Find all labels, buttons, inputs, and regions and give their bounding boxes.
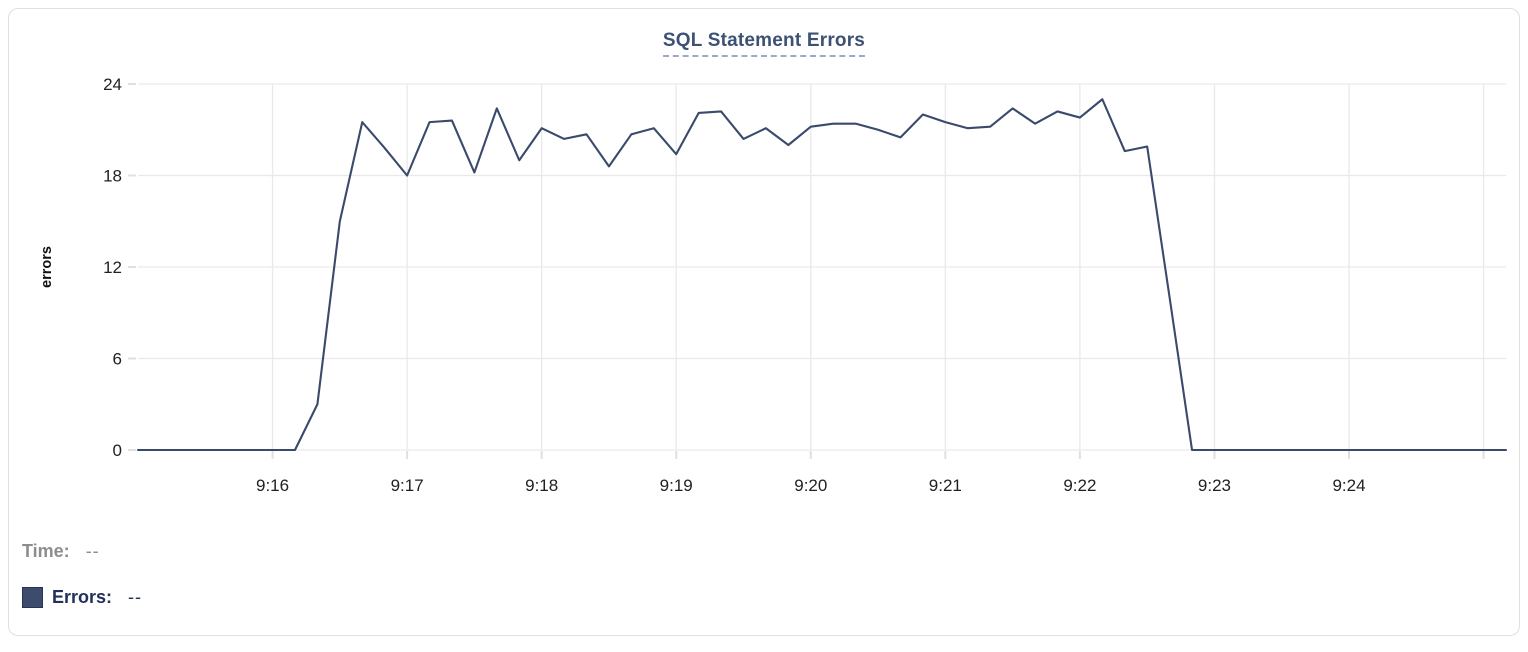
chart-card xyxy=(8,8,1520,636)
legend-time-row: Time: -- xyxy=(22,538,142,564)
y-tick-label: 24 xyxy=(103,75,122,94)
x-tick-label: 9:17 xyxy=(391,476,424,495)
chart-title[interactable]: SQL Statement Errors xyxy=(662,30,866,57)
y-tick-label: 0 xyxy=(113,441,122,460)
x-tick-label: 9:24 xyxy=(1332,476,1365,495)
x-tick-label: 9:19 xyxy=(660,476,693,495)
x-tick-label: 9:22 xyxy=(1063,476,1096,495)
y-axis-label: errors xyxy=(39,246,55,288)
chart-header: SQL Statement Errors xyxy=(0,30,1528,57)
errors-series-swatch-icon xyxy=(22,586,43,608)
x-tick-label: 9:18 xyxy=(525,476,558,495)
legend-errors-value: -- xyxy=(128,586,143,607)
legend-time-value: -- xyxy=(85,540,100,561)
x-tick-label: 9:16 xyxy=(256,476,289,495)
legend-time-label: Time: xyxy=(22,540,70,561)
errors-series-line xyxy=(136,98,1508,452)
chart-legend: Time: -- Errors: -- xyxy=(22,538,142,610)
y-tick-label: 18 xyxy=(103,167,122,186)
legend-errors-label: Errors: xyxy=(52,586,113,607)
x-tick-label: 9:20 xyxy=(794,476,827,495)
y-tick-label: 6 xyxy=(113,350,122,369)
x-tick-label: 9:21 xyxy=(929,476,962,495)
x-tick-label: 9:23 xyxy=(1198,476,1231,495)
y-tick-label: 12 xyxy=(103,258,122,277)
legend-errors-row[interactable]: Errors: -- xyxy=(22,584,142,610)
